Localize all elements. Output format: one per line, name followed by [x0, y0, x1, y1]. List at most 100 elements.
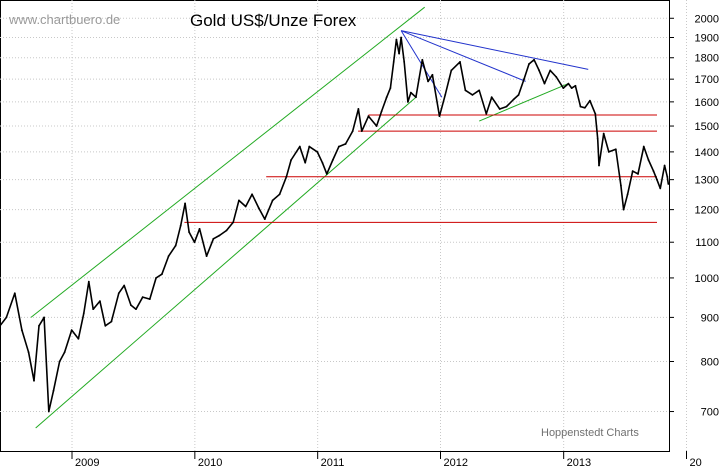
- price-point: [135, 308, 137, 311]
- price-point: [626, 193, 629, 196]
- y-tick-label: 900: [701, 312, 719, 324]
- price-point: [490, 96, 493, 99]
- price-point: [579, 105, 582, 108]
- price-point: [47, 410, 50, 413]
- price-point: [555, 76, 558, 78]
- price-point: [82, 312, 85, 315]
- price-point: [218, 234, 221, 237]
- price-point: [244, 205, 247, 208]
- price-point: [148, 298, 151, 301]
- price-point: [655, 178, 658, 181]
- y-tick-label: 1700: [695, 74, 719, 86]
- price-point: [257, 207, 260, 209]
- y-tick-label: 1100: [695, 237, 719, 249]
- price-point: [398, 52, 401, 55]
- price-point: [198, 227, 201, 230]
- price-point: [652, 170, 655, 172]
- grid: [0, 0, 687, 451]
- price-point: [99, 300, 101, 303]
- price-point: [659, 187, 662, 190]
- price-point: [225, 229, 228, 232]
- price-point: [594, 112, 597, 115]
- price-point: [406, 100, 409, 103]
- price-point: [464, 89, 467, 92]
- price-point: [562, 87, 565, 89]
- price-point: [663, 164, 666, 167]
- plot-frame: [0, 0, 670, 452]
- price-point: [316, 150, 319, 153]
- price-point: [498, 108, 501, 110]
- price-point: [160, 273, 163, 276]
- price-point: [271, 199, 274, 202]
- y-tick-label: 1900: [695, 32, 719, 44]
- price-point: [337, 145, 340, 148]
- price-point: [130, 304, 132, 307]
- price-point: [360, 130, 363, 132]
- y-tick-label: 1300: [695, 175, 719, 187]
- price-point: [403, 61, 406, 63]
- price-point: [251, 193, 253, 196]
- price-series: [0, 36, 670, 413]
- x-axis: 2009 2010 2011 2012 2013 20: [71, 451, 702, 469]
- credit-label: Hoppenstedt Charts: [541, 427, 639, 439]
- y-axis: 700 800 900 1000 1100 1200 1300 1400 1500 1600 170…: [669, 13, 719, 419]
- price-point: [543, 82, 546, 85]
- price-point: [505, 105, 508, 108]
- price-point: [528, 63, 530, 65]
- price-point: [110, 320, 113, 323]
- price-point: [598, 164, 600, 167]
- price-point: [421, 58, 424, 61]
- price-point: [583, 106, 586, 109]
- price-point: [570, 87, 573, 89]
- y-tick-label: 1800: [695, 53, 719, 65]
- price-point: [212, 237, 215, 240]
- price-point: [70, 329, 73, 331]
- price-point: [52, 389, 55, 392]
- price-point: [389, 87, 392, 89]
- y-tick-label: 2000: [695, 13, 719, 25]
- y-tick-label: 1400: [695, 147, 719, 159]
- price-point: [38, 324, 40, 327]
- price-point: [351, 130, 354, 132]
- price-point: [471, 94, 474, 96]
- price-point: [415, 96, 417, 99]
- price-point: [155, 277, 158, 279]
- y-tick-label: 1600: [695, 97, 719, 109]
- price-point: [232, 221, 235, 224]
- price-point: [533, 58, 535, 61]
- price-point: [290, 159, 292, 161]
- price-point: [395, 38, 398, 41]
- price-point: [298, 145, 301, 148]
- price-point: [141, 296, 144, 299]
- price-point: [400, 36, 403, 39]
- price-point: [427, 80, 429, 83]
- price-point: [238, 199, 240, 202]
- chart-title: Gold US$/Unze Forex: [190, 11, 357, 30]
- price-point: [385, 96, 388, 99]
- price-point: [278, 193, 281, 196]
- price-point: [647, 159, 650, 161]
- price-point: [193, 241, 196, 244]
- price-point: [63, 351, 66, 354]
- price-point: [33, 379, 35, 382]
- y-tick-label: 1500: [695, 121, 719, 133]
- price-point: [459, 61, 461, 63]
- price-point: [0, 324, 1, 327]
- price-point: [431, 73, 434, 76]
- trendline: [400, 30, 526, 82]
- price-point: [549, 69, 552, 72]
- x-tick-label: 20: [689, 457, 701, 469]
- price-point: [596, 137, 599, 140]
- price-point: [450, 69, 453, 72]
- price-point: [344, 143, 347, 145]
- price-point: [517, 94, 520, 96]
- price-point: [20, 329, 23, 331]
- x-tick-label: 2013: [567, 457, 591, 469]
- price-point: [602, 132, 605, 135]
- price-point: [438, 115, 441, 118]
- price-point: [188, 231, 191, 234]
- price-point: [409, 91, 412, 94]
- price-point: [123, 284, 126, 287]
- trendline: [30, 6, 425, 318]
